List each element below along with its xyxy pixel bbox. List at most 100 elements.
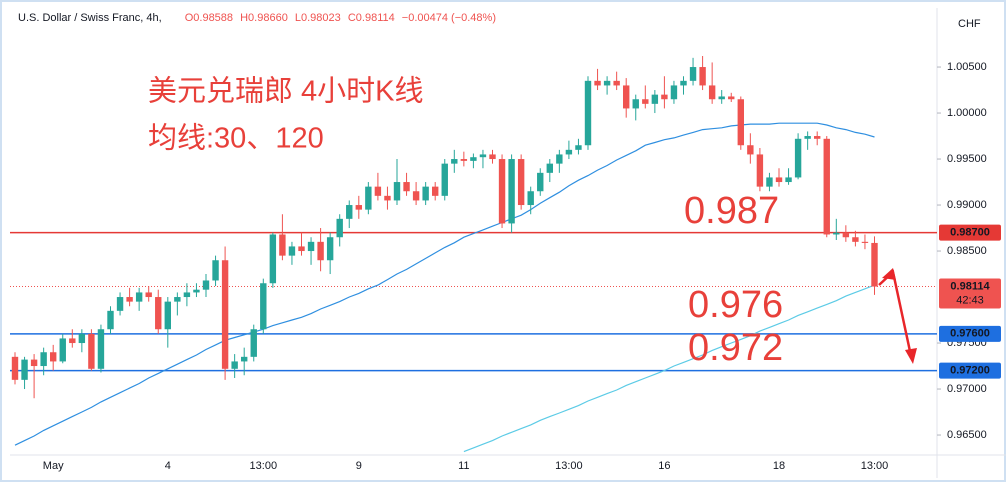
x-tick-label: 13:00 — [250, 460, 278, 472]
candle-body — [116, 297, 124, 311]
candle-body — [565, 149, 573, 155]
candle-body — [842, 232, 850, 238]
candle-body — [432, 186, 439, 196]
arrows — [878, 268, 917, 364]
candle-body — [871, 242, 878, 287]
level-label: 0.98700 — [950, 227, 990, 239]
candle-body — [336, 218, 343, 238]
candle-body — [50, 352, 57, 362]
symbol: U.S. Dollar / Swiss Franc, 4h, — [18, 12, 162, 24]
candle-body — [21, 359, 28, 380]
candle-body — [403, 182, 410, 192]
candle-body — [374, 186, 382, 196]
candle-body — [355, 205, 362, 210]
arrow-head — [905, 348, 917, 364]
candle-body — [317, 241, 324, 261]
candle-body — [231, 361, 238, 369]
candle-body — [40, 352, 47, 367]
candle-body — [556, 154, 563, 164]
last-price-label: 0.98114 — [950, 280, 990, 292]
candle-body — [814, 136, 821, 139]
candle-body — [537, 172, 544, 192]
candle-body — [623, 85, 630, 109]
candle-body — [766, 177, 773, 187]
candle-body — [250, 329, 257, 357]
candle-body — [221, 260, 229, 369]
candle-body — [30, 359, 38, 367]
annotation-level: 0.972 — [688, 327, 783, 369]
level-label-box — [939, 224, 1001, 241]
candle-body — [164, 301, 171, 330]
candle-body — [460, 159, 468, 161]
candle-body — [183, 292, 191, 298]
candle-body — [689, 67, 697, 81]
candle-body — [422, 186, 429, 201]
candle-body — [479, 154, 487, 158]
currency: CHF — [958, 18, 981, 30]
candle-body — [642, 99, 649, 104]
y-tick-label: 0.99000 — [947, 199, 987, 211]
candle-body — [708, 85, 716, 100]
candle-body — [269, 234, 277, 284]
annotation-title: 美元兑瑞郎 4小时K线 — [148, 75, 424, 108]
candle-body — [737, 99, 744, 146]
x-tick-label: 13:00 — [555, 460, 583, 472]
x-tick-label: 9 — [356, 460, 362, 472]
candle-body — [670, 85, 678, 100]
candle-body — [804, 136, 811, 139]
candle-body — [632, 99, 639, 109]
candle-body — [575, 145, 582, 150]
y-tick-label: 1.00000 — [947, 107, 987, 119]
candle-body — [508, 159, 515, 224]
candle-body — [384, 195, 391, 201]
moving-average — [463, 284, 875, 453]
candle-body — [546, 163, 553, 173]
candle-body — [699, 67, 706, 86]
candle-body — [594, 80, 601, 86]
candle-body — [833, 232, 840, 235]
candle-body — [69, 338, 76, 344]
candle-body — [794, 138, 802, 178]
candle-body — [326, 237, 334, 261]
candle-body — [279, 234, 286, 256]
candle-body — [97, 329, 105, 369]
candle-body — [747, 145, 754, 155]
candle-body — [680, 80, 687, 86]
candle-body — [145, 292, 152, 298]
candle-body — [451, 159, 458, 164]
candle-body — [288, 246, 296, 256]
x-tick-label: 16 — [658, 460, 670, 472]
candle-body — [441, 163, 448, 196]
candle-body — [756, 154, 764, 187]
candle-body — [852, 237, 859, 242]
ohlc-close: C0.98114 — [348, 12, 395, 24]
countdown: 42:43 — [956, 294, 984, 306]
candle-body — [212, 260, 219, 281]
y-tick-label: 0.98500 — [947, 245, 987, 257]
candle-body — [718, 96, 725, 100]
candle-body — [78, 333, 86, 344]
candle-body — [126, 297, 133, 302]
candle-body — [11, 356, 19, 380]
x-tick-label: 18 — [773, 460, 785, 472]
candle-body — [412, 191, 420, 201]
last-price-box — [939, 278, 1001, 309]
candle-body — [307, 241, 315, 252]
candle-body — [365, 186, 372, 210]
arrow-head — [882, 268, 896, 280]
candle-body — [775, 177, 783, 183]
candle-body — [470, 157, 477, 161]
candle-body — [241, 356, 248, 362]
annotation-ma: 均线:30、120 — [148, 122, 324, 155]
y-tick-label: 0.96500 — [947, 429, 987, 441]
candle-body — [59, 338, 66, 362]
candle-body — [613, 80, 620, 86]
moving-average — [14, 122, 875, 446]
x-tick-label: 13:00 — [861, 460, 889, 472]
x-tick-label: 11 — [458, 460, 469, 472]
candle-body — [728, 96, 735, 100]
candle-body — [527, 191, 534, 206]
candle-body — [260, 283, 267, 330]
